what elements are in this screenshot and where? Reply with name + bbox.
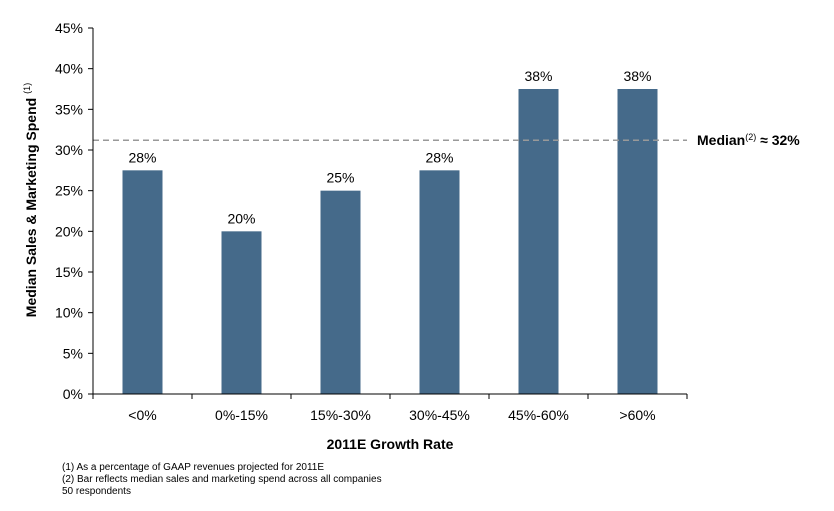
- x-tick-label: <0%: [128, 407, 156, 423]
- y-tick-label: 0%: [63, 386, 83, 402]
- y-tick-label: 35%: [55, 101, 83, 117]
- footnotes: (1) As a percentage of GAAP revenues pro…: [62, 462, 382, 498]
- x-tick-label: 45%-60%: [508, 407, 569, 423]
- bar-data-label: 28%: [425, 149, 453, 165]
- median-label: Median(2) ≈ 32%: [697, 132, 800, 148]
- bar-data-label: 20%: [227, 210, 255, 226]
- bar: [518, 89, 559, 394]
- x-tick-label: 0%-15%: [215, 407, 268, 423]
- y-tick-label: 5%: [63, 345, 83, 361]
- x-tick-label: 30%-45%: [409, 407, 470, 423]
- x-tick-label: 15%-30%: [310, 407, 371, 423]
- bar: [419, 170, 460, 394]
- y-tick-label: 15%: [55, 264, 83, 280]
- bar-data-label: 25%: [326, 170, 354, 186]
- footnote-2: (2) Bar reflects median sales and market…: [62, 474, 382, 485]
- bars-group: 28% 20% 25% 28% 38% 38%: [122, 68, 658, 394]
- bar: [617, 89, 658, 394]
- y-axis-title: Median Sales & Marketing Spend(1): [22, 83, 39, 317]
- x-axis-ticks: <0% 0%-15% 15%-30% 30%-45% 45%-60% >60%: [92, 394, 688, 423]
- y-axis-ticks: 0% 5% 10% 15% 20% 25% 30% 35% 40% 45%: [55, 20, 93, 402]
- y-tick-label: 25%: [55, 183, 83, 199]
- y-tick-label: 10%: [55, 305, 83, 321]
- y-tick-label: 20%: [55, 223, 83, 239]
- bar: [320, 190, 361, 394]
- y-tick-label: 45%: [55, 20, 83, 36]
- respondents-note: 50 respondents: [62, 486, 131, 497]
- y-tick-label: 30%: [55, 142, 83, 158]
- bar-data-label: 38%: [524, 68, 552, 84]
- bar-data-label: 38%: [623, 68, 651, 84]
- y-tick-label: 40%: [55, 61, 83, 77]
- bar: [122, 170, 163, 394]
- median-group: Median(2) ≈ 32%: [93, 132, 800, 148]
- bar-data-label: 28%: [128, 149, 156, 165]
- bar: [221, 231, 262, 394]
- x-tick-label: >60%: [619, 407, 655, 423]
- x-axis-title: 2011E Growth Rate: [327, 436, 454, 452]
- footnote-1: (1) As a percentage of GAAP revenues pro…: [62, 462, 325, 473]
